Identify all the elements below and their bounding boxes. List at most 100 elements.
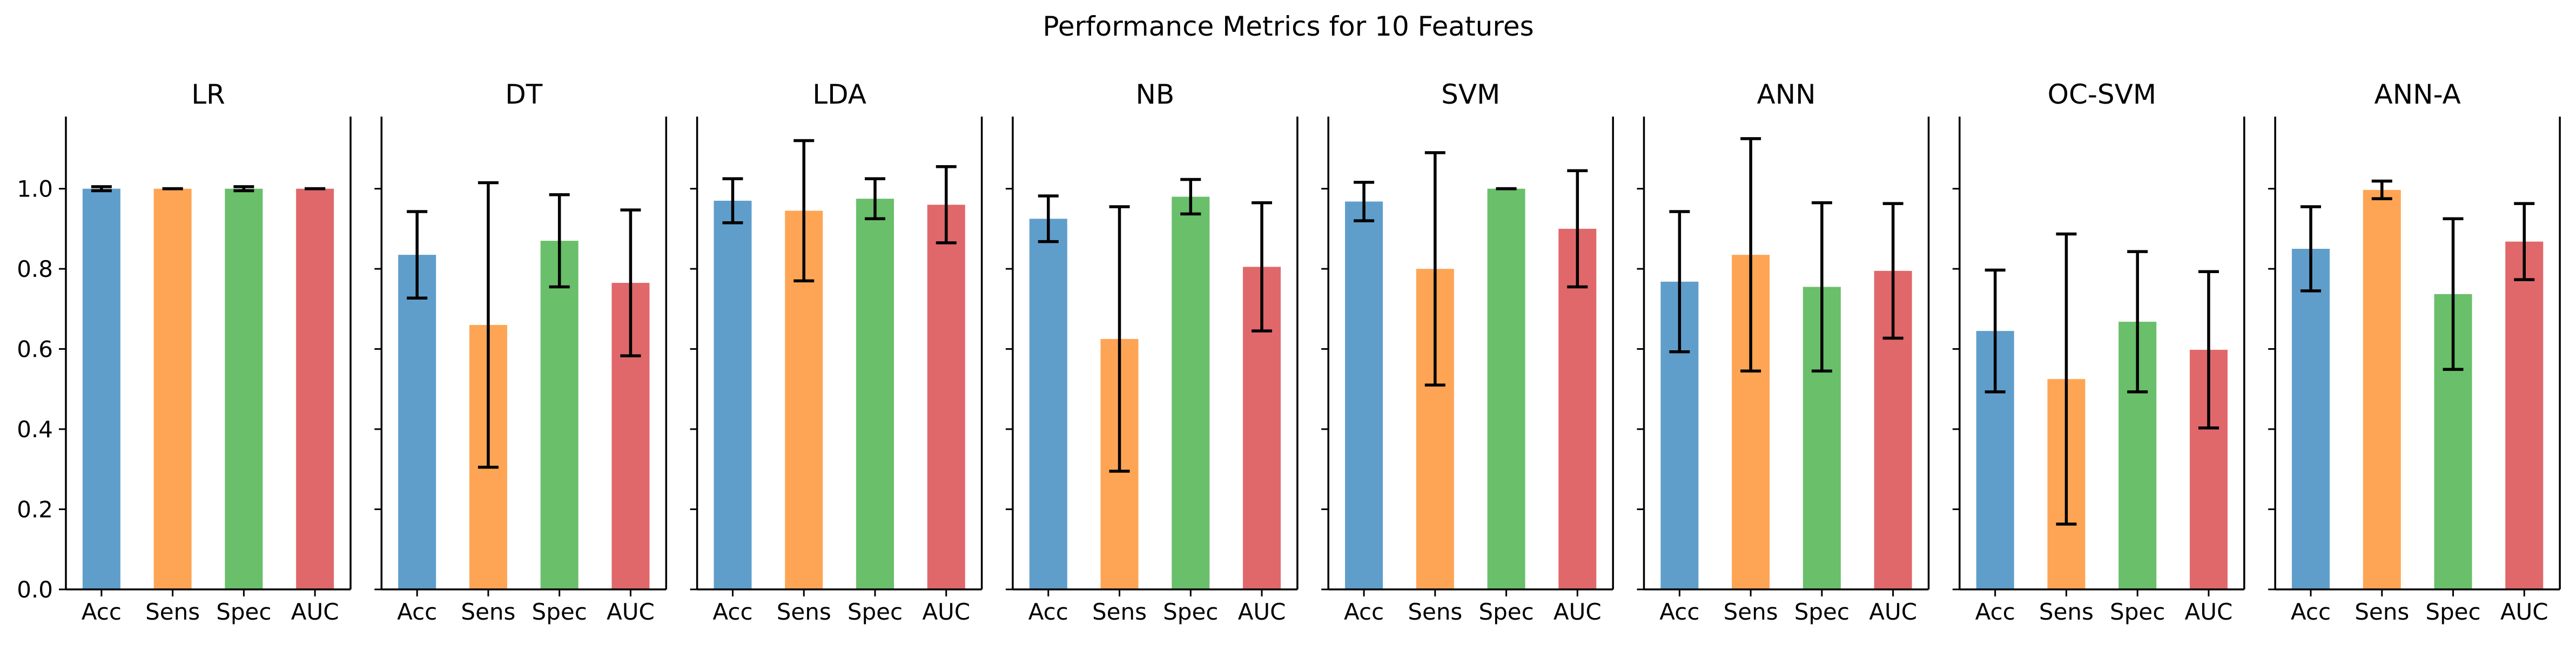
error-bar-auc xyxy=(1882,202,1904,340)
error-bar-auc xyxy=(2514,202,2535,281)
error-bar-spec xyxy=(233,185,254,193)
x-tick-label: Acc xyxy=(1028,599,1068,625)
panel-title: ANN xyxy=(1757,79,1815,110)
bar-spec xyxy=(1487,188,1525,590)
error-bar-acc xyxy=(407,210,428,300)
bar-auc xyxy=(927,205,965,589)
x-tick-label: Sens xyxy=(2039,599,2094,625)
y-tick-label: 0.2 xyxy=(17,497,53,523)
y-tick-label: 1.0 xyxy=(17,176,53,202)
x-tick-label: AUC xyxy=(1869,599,1917,625)
x-tick-label: Acc xyxy=(397,599,437,625)
error-bar-sens xyxy=(1740,137,1761,373)
bar-spec xyxy=(225,188,263,590)
bar-auc xyxy=(2505,241,2544,589)
x-tick-label: Acc xyxy=(1975,599,2015,625)
bar-auc xyxy=(1558,228,1597,590)
x-tick-label: Spec xyxy=(2110,599,2165,625)
y-tick-label: 0.6 xyxy=(17,336,53,363)
bar-acc xyxy=(1345,201,1383,589)
error-bar-auc xyxy=(2198,270,2219,430)
error-bar-spec xyxy=(864,177,885,221)
error-bar-spec xyxy=(2443,217,2464,371)
x-tick-label: Sens xyxy=(777,599,831,625)
x-tick-label: AUC xyxy=(922,599,970,625)
chart-suptitle: Performance Metrics for 10 Features xyxy=(1042,11,1534,42)
x-tick-label: Sens xyxy=(1092,599,1147,625)
error-bar-spec xyxy=(1180,178,1201,216)
error-bar-acc xyxy=(1985,268,2006,393)
error-bar-spec xyxy=(2127,250,2148,393)
x-tick-label: Spec xyxy=(1478,599,1534,625)
bar-acc xyxy=(714,200,752,589)
x-tick-label: AUC xyxy=(1238,599,1286,625)
x-tick-label: Sens xyxy=(2355,599,2409,625)
panel-title: DT xyxy=(505,79,543,110)
error-bar-sens xyxy=(2056,232,2077,526)
bar-spec xyxy=(540,241,579,589)
panel-ann: ANN Acc Sens Spec AUC xyxy=(1637,79,1930,625)
error-bar-sens xyxy=(1424,151,1445,387)
x-tick-label: Sens xyxy=(1408,599,1462,625)
error-bar-spec xyxy=(549,193,570,289)
bar-spec xyxy=(856,199,894,590)
x-tick-label: Sens xyxy=(461,599,515,625)
panel-title: SVM xyxy=(1441,79,1500,110)
x-tick-label: Acc xyxy=(82,599,122,625)
error-bar-auc xyxy=(1252,201,1273,332)
bar-auc xyxy=(296,188,334,590)
panel-nb: NB Acc Sens Spec AUC xyxy=(1005,79,1299,625)
x-tick-label: Acc xyxy=(712,599,752,625)
x-tick-label: Sens xyxy=(1724,599,1778,625)
panel-title: ANN-A xyxy=(2375,79,2461,110)
error-bar-acc xyxy=(722,177,743,225)
x-tick-label: Spec xyxy=(216,599,271,625)
x-tick-label: Sens xyxy=(145,599,200,625)
error-bar-auc xyxy=(1567,169,1588,289)
panel-lr: LR Acc Sens Spec AUC 0.0 0.2 0.4 0.6 0.8 1.0 xyxy=(17,79,352,625)
y-tick-label: 0.8 xyxy=(17,256,53,282)
error-bar-acc xyxy=(1354,180,1375,222)
bar-acc xyxy=(398,255,436,589)
error-bar-auc xyxy=(936,165,957,245)
panel-svm: SVM Acc Sens Spec AUC xyxy=(1321,79,1614,625)
panel-title: LDA xyxy=(812,79,866,110)
x-tick-label: AUC xyxy=(1553,599,1602,625)
panel-oc-svm: OC-SVM Acc Sens Spec AUC xyxy=(1952,79,2245,625)
error-bar-spec xyxy=(1811,201,1832,373)
x-tick-label: AUC xyxy=(607,599,655,625)
x-tick-label: AUC xyxy=(2500,599,2548,625)
error-bar-acc xyxy=(1038,194,1059,243)
panel-ann-a: ANN-A Acc Sens Spec AUC xyxy=(2268,79,2561,625)
bar-sens xyxy=(2363,189,2401,589)
bar-acc xyxy=(82,188,120,590)
y-tick-label: 0.4 xyxy=(17,416,53,443)
bar-spec xyxy=(1172,196,1210,589)
bar-sens xyxy=(153,188,192,590)
error-bar-acc xyxy=(91,185,112,193)
x-tick-label: Spec xyxy=(2425,599,2480,625)
x-tick-label: Spec xyxy=(1794,599,1849,625)
x-tick-label: AUC xyxy=(291,599,339,625)
error-bar-sens xyxy=(477,181,499,469)
x-tick-label: Spec xyxy=(1163,599,1218,625)
panel-title: NB xyxy=(1136,79,1175,110)
panel-dt: DT Acc Sens Spec AUC xyxy=(374,79,668,625)
error-bar-sens xyxy=(2371,179,2392,200)
bar-acc xyxy=(1029,219,1067,590)
x-tick-label: Acc xyxy=(2291,599,2331,625)
x-tick-label: AUC xyxy=(2185,599,2233,625)
error-bar-acc xyxy=(1669,210,1690,354)
y-tick-label: 0.0 xyxy=(17,576,53,603)
error-bar-sens xyxy=(1109,205,1130,473)
panel-title: OC-SVM xyxy=(2048,79,2156,110)
panel-title: LR xyxy=(191,79,225,110)
error-bar-acc xyxy=(2300,205,2321,293)
error-bar-sens xyxy=(793,139,815,283)
x-tick-label: Acc xyxy=(1344,599,1384,625)
x-tick-label: Acc xyxy=(1659,599,1699,625)
x-tick-label: Spec xyxy=(848,599,903,625)
bar-acc xyxy=(2291,248,2330,590)
